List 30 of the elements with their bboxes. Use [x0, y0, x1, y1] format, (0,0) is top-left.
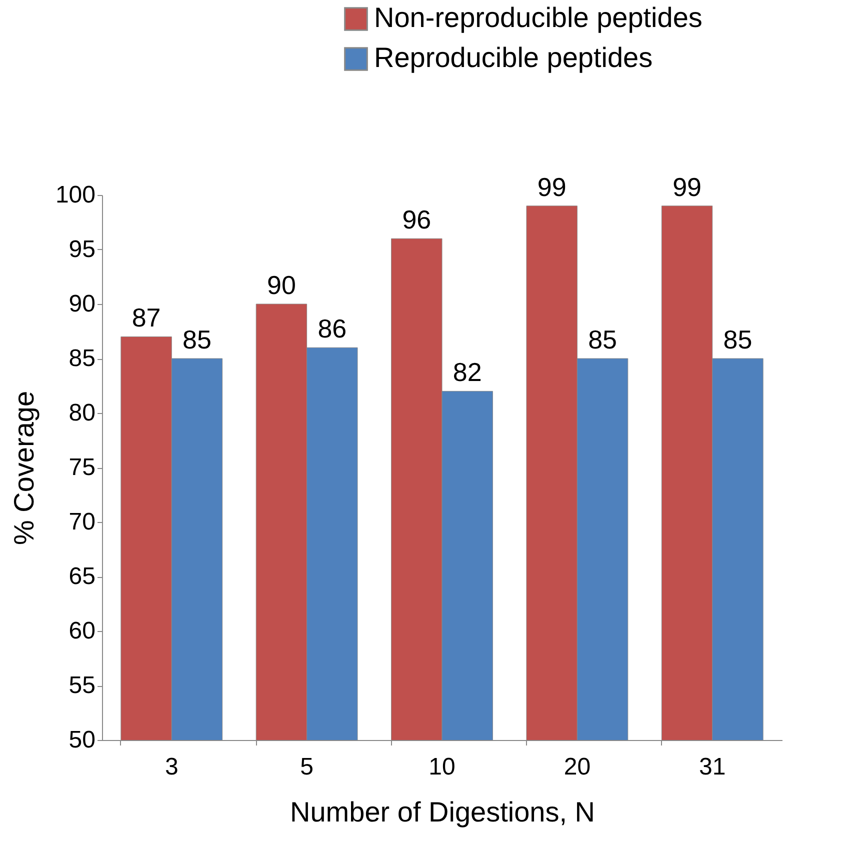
data-label: 87 [132, 302, 161, 333]
data-label: 99 [537, 172, 566, 202]
data-label: 85 [723, 324, 752, 354]
data-label: 99 [672, 172, 702, 202]
y-tick-label: 50 [68, 726, 96, 754]
y-axis-title: % Coverage [8, 390, 40, 546]
y-tick-label: 75 [68, 454, 96, 481]
x-tick-label: 10 [428, 754, 456, 780]
data-label: 90 [267, 270, 296, 300]
data-label: 96 [402, 204, 432, 235]
data-label: 85 [588, 324, 617, 354]
data-label: 85 [182, 324, 212, 354]
y-tick-label: 90 [68, 290, 96, 318]
y-tick-label: 80 [68, 400, 96, 426]
x-tick-label: 20 [564, 754, 591, 780]
x-tick-label: 3 [164, 754, 178, 780]
y-tick-label: 65 [68, 563, 96, 590]
y-tick-label: 85 [68, 345, 96, 372]
y-tick-label: 100 [55, 182, 96, 208]
data-label: 82 [452, 357, 482, 388]
y-tick-label: 60 [68, 618, 96, 644]
y-tick-label: 55 [68, 672, 96, 699]
data-label: 86 [318, 314, 347, 344]
x-axis-title: Number of Digestions, N [290, 796, 596, 828]
legend-label: Non-reproducible peptides [374, 2, 702, 33]
y-tick-label: 95 [68, 236, 96, 263]
legend-label: Reproducible peptides [374, 42, 653, 73]
x-tick-label: 31 [699, 754, 726, 780]
y-tick-label: 70 [68, 508, 96, 536]
x-tick-label: 5 [300, 754, 314, 780]
